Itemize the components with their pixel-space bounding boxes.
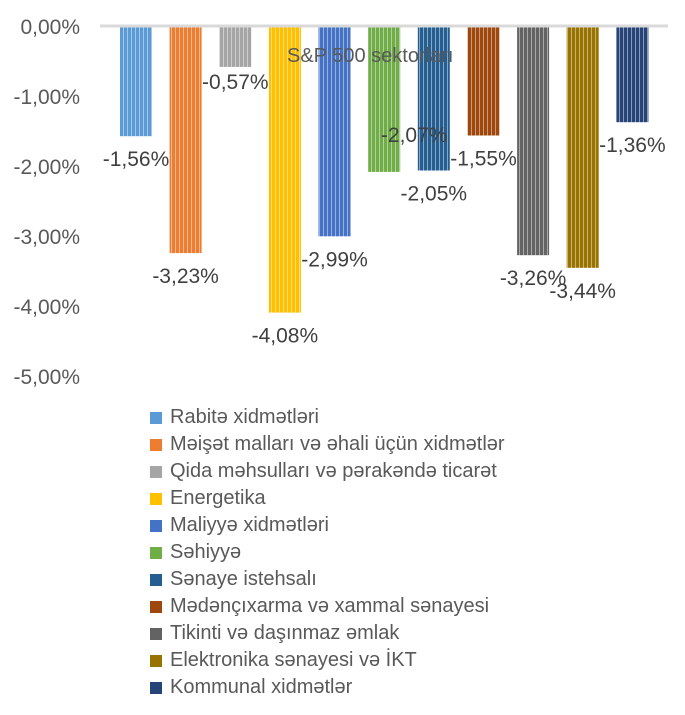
bar-1 (120, 27, 152, 137)
y-tick-label: -1,00% (13, 86, 80, 109)
data-label-1: -1,56% (103, 148, 170, 171)
legend-label: Tikinti və daşınmaz əmlak (170, 622, 400, 644)
legend-swatch (150, 573, 162, 586)
legend-item: Mədənçıxarma və xammal sənayesi (150, 593, 505, 620)
y-tick-label: -3,00% (13, 226, 80, 249)
legend-label: Sənaye istehsalı (170, 568, 317, 590)
y-tick-label: -5,00% (13, 366, 80, 389)
legend-item: Maliyyə xidmətləri (150, 512, 505, 539)
legend-label: Elektronika sənayesi və İKT (170, 649, 417, 671)
y-tick-label: 0,00% (20, 16, 80, 39)
legend-label: Səhiyyə (170, 541, 242, 563)
legend-swatch (150, 681, 162, 694)
legend-item: Elektronika sənayesi və İKT (150, 647, 505, 674)
data-label-8: -1,55% (450, 148, 517, 171)
y-tick-label: -2,00% (13, 156, 80, 179)
bar-8 (467, 27, 500, 136)
bar-6 (368, 27, 401, 172)
legend-swatch (150, 492, 162, 505)
legend-swatch (150, 546, 162, 559)
legend-swatch (150, 438, 162, 451)
data-label-10: -3,44% (549, 280, 616, 303)
legend-label: Energetika (170, 487, 266, 509)
legend-item: Səhiyyə (150, 539, 505, 566)
legend-item: Rabitə xidmətləri (150, 404, 505, 431)
chart-title: S&P 500 sektorları (287, 45, 453, 67)
data-label-3: -0,57% (202, 71, 269, 94)
legend-label: Maliyyə xidmətləri (170, 514, 329, 536)
data-label-2: -3,23% (152, 265, 219, 288)
bar-7 (417, 27, 450, 171)
data-label-11: -1,36% (599, 134, 666, 157)
bar-chart: 0,00% -1,00% -2,00% -3,00% -4,00% -5,00% S&P … (13, 16, 668, 389)
legend-item: Sənaye istehsalı (150, 566, 505, 593)
data-label-6: -2,07% (381, 124, 448, 147)
legend-swatch (150, 519, 162, 532)
legend-label: Mədənçıxarma və xammal sənayesi (170, 595, 490, 617)
bar-3 (219, 27, 252, 67)
legend-swatch (150, 465, 162, 478)
bar-2 (169, 27, 202, 254)
legend-swatch (150, 600, 162, 613)
legend-label: Məişət malları və əhali üçün xidmətlər (170, 433, 505, 455)
legend-item: Qida məhsulları və pərakəndə ticarət (150, 458, 505, 485)
legend-item: Məişət malları və əhali üçün xidmətlər (150, 431, 505, 458)
legend-swatch (150, 654, 162, 667)
legend-label: Rabitə xidmətləri (170, 406, 319, 428)
bar-5 (318, 27, 351, 237)
y-axis-ticks: 0,00% -1,00% -2,00% -3,00% -4,00% -5,00% (13, 16, 80, 389)
data-label-5: -2,99% (301, 248, 368, 271)
legend-item: Tikinti və daşınmaz əmlak (150, 620, 505, 647)
bar-10 (566, 27, 599, 268)
bars-group (120, 27, 649, 313)
data-label-7: -2,05% (401, 183, 468, 206)
legend-item: Kommunal xidmətlər (150, 674, 505, 701)
legend-label: Qida məhsulları və pərakəndə ticarət (170, 460, 497, 482)
legend-swatch (150, 411, 162, 424)
data-label-4: -4,08% (252, 325, 319, 348)
data-label-9: -3,26% (500, 267, 567, 290)
bar-11 (616, 27, 649, 123)
legend-item: Energetika (150, 485, 505, 512)
y-tick-label: -4,00% (13, 296, 80, 319)
legend-label: Kommunal xidmətlər (170, 676, 353, 698)
bar-4 (268, 27, 301, 313)
legend-swatch (150, 627, 162, 640)
bar-9 (517, 27, 550, 256)
legend: Rabitə xidmətləri Məişət malları və əhali… (150, 404, 505, 701)
data-labels-group: -1,56% -3,23% -0,57% -4,08% -2,99% -2,07% -2,0… (103, 71, 666, 348)
